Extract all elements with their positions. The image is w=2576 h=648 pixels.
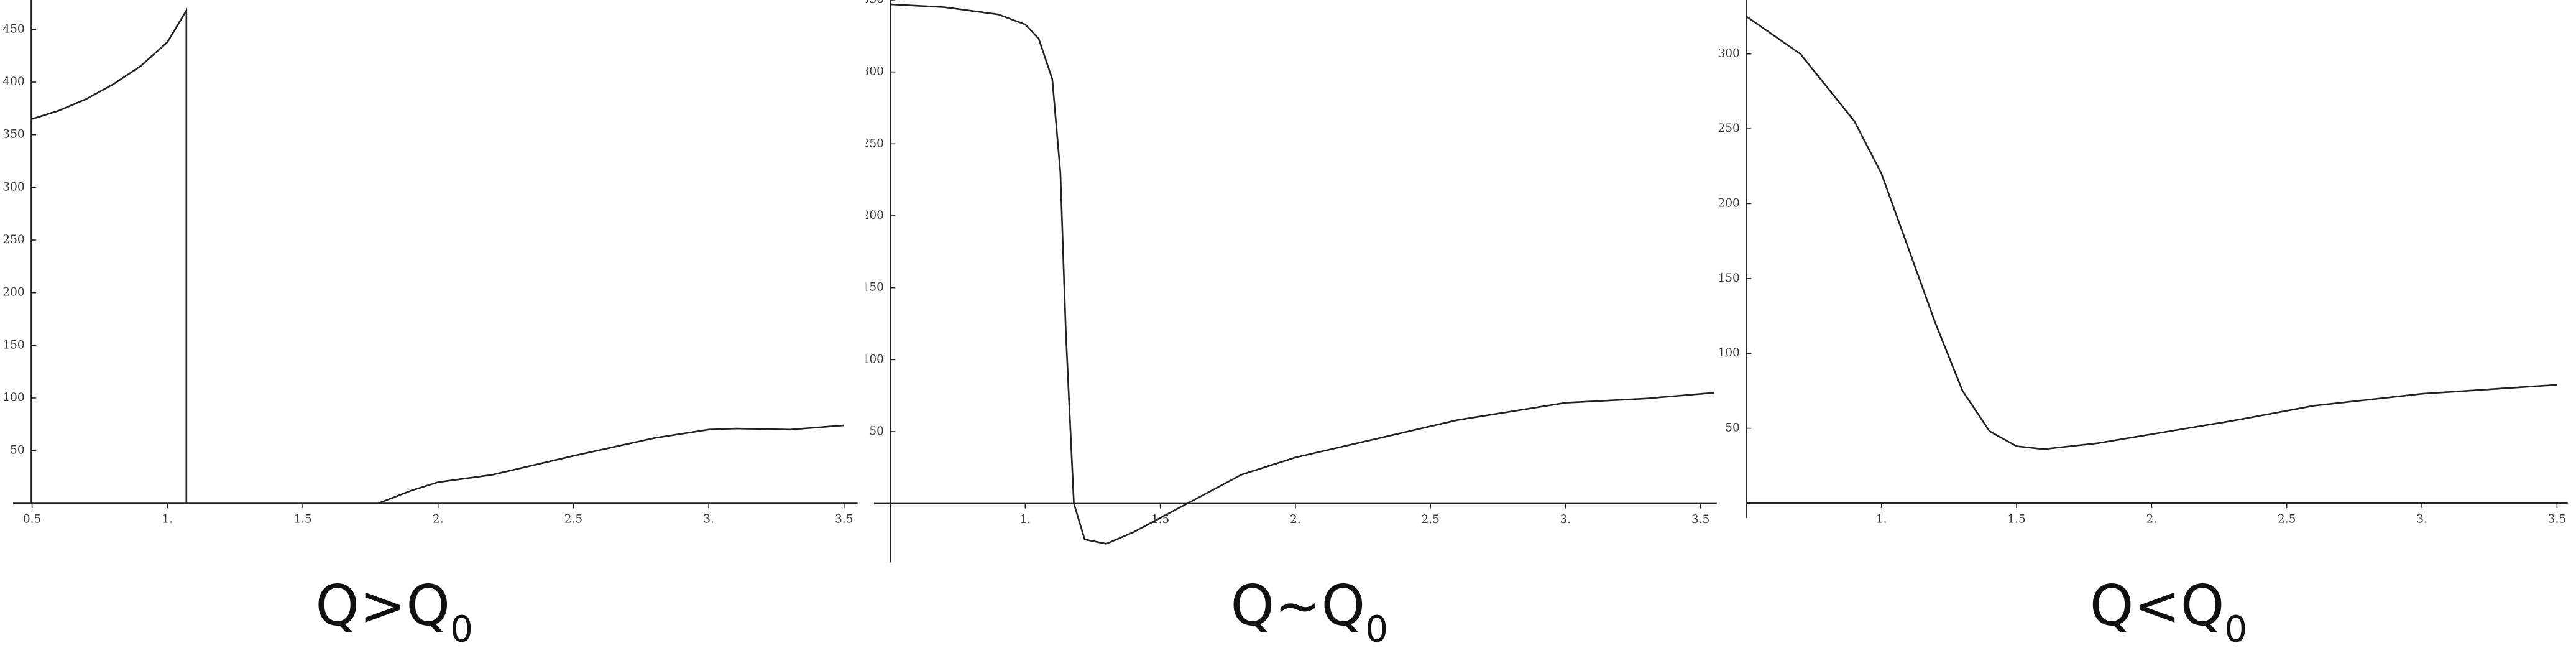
x-tick-label: 2. (433, 513, 444, 526)
x-tick-label: 3.5 (835, 513, 853, 526)
x-tick-label: 1.5 (2007, 512, 2025, 525)
x-tick-label: 2. (2146, 512, 2158, 525)
x-tick-label: 2. (1290, 513, 1301, 526)
y-tick-label: 150 (862, 281, 884, 294)
x-tick-label: 1.5 (293, 513, 311, 526)
y-tick-label: 150 (2, 338, 24, 351)
x-tick-label: 3.5 (2548, 512, 2566, 525)
x-tick-label: 3. (703, 513, 714, 526)
line (1746, 16, 2557, 450)
line (32, 7, 844, 504)
y-tick-label: 150 (1718, 272, 1739, 285)
y-tick-label: 450 (2, 22, 24, 35)
y-tick-label: 200 (2, 286, 24, 299)
caption-sub: 0 (450, 608, 473, 648)
x-tick-label: 2.5 (2278, 512, 2296, 525)
y-tick-label: 300 (2, 180, 24, 193)
x-tick-label: 3. (1560, 513, 1571, 526)
x-tick-label: 1. (1020, 513, 1031, 526)
panel: 1. 1.5 2. 2.5 3. 3.5 50 100 150 200 250 300 (1718, 0, 2568, 525)
caption-main: Q<Q (2090, 574, 2225, 639)
y-tick-label: 250 (862, 137, 884, 150)
y-tick-label: 400 (2, 75, 24, 88)
y-tick-label: 300 (1718, 47, 1739, 60)
x-tick-label: 3. (2416, 512, 2427, 525)
caption: Q~Q0 (1230, 574, 1388, 648)
y-tick-label: 300 (862, 65, 884, 78)
y-tick-label: 350 (2, 128, 24, 141)
y-tick-label: 200 (1718, 197, 1739, 210)
caption-main: Q>Q (315, 574, 450, 639)
x-tick-label: 1. (162, 513, 173, 526)
y-tick-label: 100 (862, 353, 884, 366)
y-tick-label: 350 (862, 0, 884, 6)
y-tick-label: 50 (1725, 422, 1740, 435)
x-tick-label: 2.5 (564, 513, 582, 526)
caption: Q<Q0 (2090, 574, 2248, 648)
line (890, 3, 1714, 545)
x-tick-label: 3.5 (1691, 513, 1709, 526)
y-tick-label: 100 (2, 391, 24, 404)
y-tick-label: 250 (1718, 122, 1739, 135)
x-tick-label: 0.5 (23, 513, 41, 526)
y-tick-label: 200 (862, 209, 884, 222)
caption-sub: 0 (1365, 608, 1388, 648)
y-tick-label: 50 (10, 444, 25, 457)
caption-sub: 0 (2224, 608, 2247, 648)
y-tick-label: 50 (869, 425, 884, 438)
caption-main: Q~Q (1230, 574, 1365, 639)
panel: 0.5 1. 1.5 2. 2.5 3. 3.5 50 100 150 200 250 300 350 40… (2, 0, 858, 526)
caption: Q>Q0 (315, 574, 473, 648)
y-tick-label: 100 (1718, 346, 1739, 359)
x-tick-label: 2.5 (1421, 513, 1439, 526)
y-tick-label: 250 (2, 233, 24, 246)
x-tick-label: 1. (1876, 512, 1887, 525)
